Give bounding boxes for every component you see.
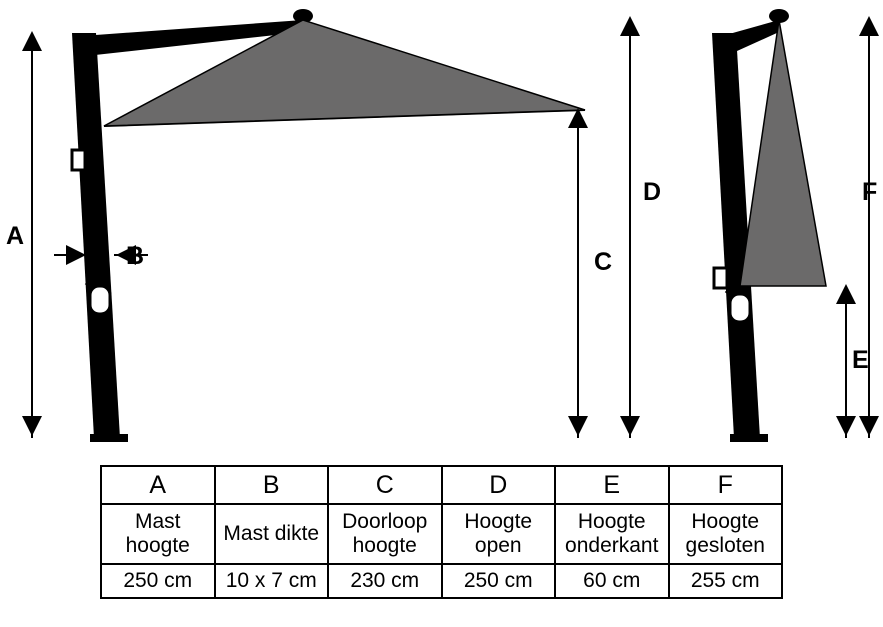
closed-parasol	[712, 9, 826, 442]
desc-E: Hoogte onderkant	[555, 504, 669, 564]
val-B: 10 x 7 cm	[215, 564, 329, 598]
desc-D: Hoogte open	[442, 504, 556, 564]
col-A: A	[101, 466, 215, 504]
val-E: 60 cm	[555, 564, 669, 598]
closed-canopy	[740, 20, 826, 286]
open-parasol	[72, 9, 585, 442]
label-A: A	[6, 222, 24, 251]
diagram-svg	[0, 0, 883, 460]
col-D: D	[442, 466, 556, 504]
table-desc-row: Mast hoogte Mast dikte Doorloop hoogte H…	[101, 504, 782, 564]
col-F: F	[669, 466, 783, 504]
desc-C: Doorloop hoogte	[328, 504, 442, 564]
table-value-row: 250 cm 10 x 7 cm 230 cm 250 cm 60 cm 255…	[101, 564, 782, 598]
label-E: E	[852, 346, 869, 375]
val-D: 250 cm	[442, 564, 556, 598]
label-D: D	[643, 178, 661, 207]
val-F: 255 cm	[669, 564, 783, 598]
val-A: 250 cm	[101, 564, 215, 598]
desc-F: Hoogte gesloten	[669, 504, 783, 564]
label-F: F	[862, 178, 877, 207]
dimension-table: A B C D E F Mast hoogte Mast dikte Doorl…	[100, 465, 783, 599]
label-C: C	[594, 248, 612, 277]
table-header-row: A B C D E F	[101, 466, 782, 504]
val-C: 230 cm	[328, 564, 442, 598]
desc-B: Mast dikte	[215, 504, 329, 564]
col-E: E	[555, 466, 669, 504]
col-C: C	[328, 466, 442, 504]
diagram-area: A B C D E F	[0, 0, 883, 460]
col-B: B	[215, 466, 329, 504]
label-B: B	[126, 242, 144, 271]
desc-A: Mast hoogte	[101, 504, 215, 564]
